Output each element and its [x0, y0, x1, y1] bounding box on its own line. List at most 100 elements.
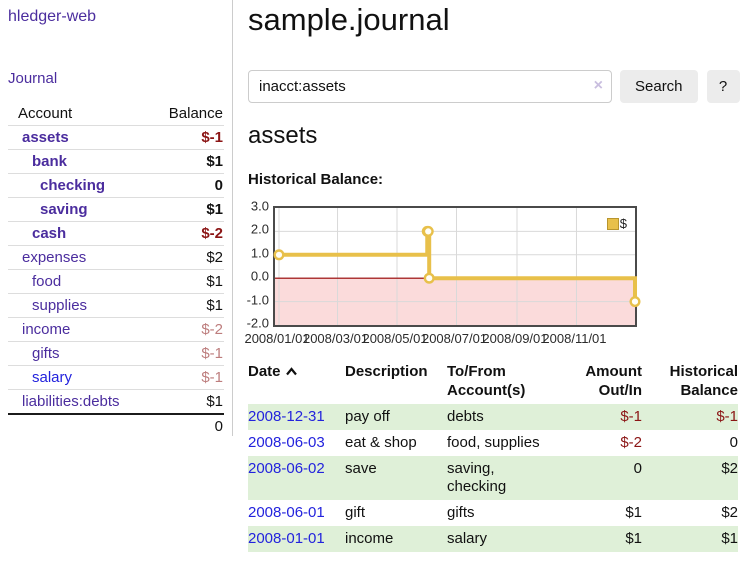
chart-plot-area: $	[273, 206, 641, 327]
account-balance: 0	[214, 177, 223, 194]
transaction-balance: $2	[721, 460, 738, 477]
chart-legend: $	[606, 216, 627, 231]
register-row: 2008-12-31 pay off debts $-1 $-1	[248, 404, 738, 430]
transaction-amount: $-2	[620, 434, 642, 451]
column-header-tofrom: To/From Account(s)	[447, 363, 526, 399]
account-link[interactable]: liabilities:debts	[22, 393, 120, 410]
transaction-description: gift	[345, 504, 366, 521]
account-balance: $-1	[201, 345, 223, 362]
account-balance: $1	[206, 153, 223, 170]
account-row-salary: salary $-1	[8, 365, 224, 389]
account-link[interactable]: bank	[32, 153, 68, 170]
accounts-table: Account Balance assets $-1 bank $1 check…	[8, 102, 224, 438]
main-content: sample.journal × Search ? assets Histori…	[244, 0, 742, 582]
x-tick-label: 2008/11/01	[542, 331, 607, 346]
chart-x-axis: 2008/01/01 2008/03/01 2008/05/01 2008/07/01…	[244, 331, 637, 347]
transaction-description: income	[345, 530, 394, 547]
clear-search-icon[interactable]: ×	[593, 77, 603, 94]
x-tick-label: 2008/07/01	[421, 331, 488, 346]
page-title: sample.journal	[248, 2, 450, 37]
transaction-date-link[interactable]: 2008-06-01	[248, 504, 325, 521]
account-balance: $1	[206, 273, 223, 290]
chart-y-axis: 3.0 2.0 1.0 0.0 -1.0 -2.0	[246, 199, 269, 331]
account-balance: $-1	[201, 369, 223, 386]
account-link[interactable]: expenses	[22, 249, 87, 266]
transaction-amount: $1	[625, 530, 642, 547]
accounts-total-value: 0	[214, 418, 223, 435]
account-link[interactable]: salary	[32, 369, 73, 386]
sidebar-item-journal[interactable]: Journal	[8, 70, 58, 87]
account-row-supplies: supplies $1	[8, 293, 224, 317]
column-header-balance: Historical Balance	[669, 363, 738, 399]
legend-label: $	[619, 216, 627, 231]
account-link[interactable]: cash	[32, 225, 67, 242]
sidebar: hledger-web Journal Account Balance asse…	[0, 0, 233, 436]
transaction-balance: 0	[729, 434, 738, 451]
y-tick-label: 1.0	[250, 245, 269, 261]
transaction-date-link[interactable]: 2008-01-01	[248, 530, 325, 547]
account-link[interactable]: supplies	[32, 297, 88, 314]
column-header-date[interactable]: Date	[248, 360, 345, 404]
transaction-accounts: gifts	[447, 504, 475, 521]
y-tick-label: 2.0	[250, 221, 269, 237]
account-row-liabilities-debts: liabilities:debts $1	[8, 389, 224, 413]
transaction-accounts: saving, checking	[447, 460, 507, 495]
transaction-date-link[interactable]: 2008-06-03	[248, 434, 325, 451]
account-row-expenses: expenses $2	[8, 245, 224, 269]
register-header-row: Date Description To/From Account(s) Amou…	[248, 360, 738, 404]
account-row-income: income $-2	[8, 317, 224, 341]
transaction-amount: $-1	[620, 408, 642, 425]
transaction-date-link[interactable]: 2008-06-02	[248, 460, 325, 477]
column-header-amount: Amount Out/In	[585, 363, 642, 399]
transaction-description: eat & shop	[345, 434, 417, 451]
account-balance: $1	[206, 393, 223, 410]
transaction-amount: 0	[633, 460, 642, 477]
search-form: × Search ?	[248, 70, 740, 103]
help-button[interactable]: ?	[706, 70, 740, 103]
brand-link[interactable]: hledger-web	[8, 8, 97, 25]
x-tick-label: 2008/09/01	[482, 331, 548, 346]
transaction-amount: $1	[625, 504, 642, 521]
account-link[interactable]: assets	[22, 129, 69, 146]
account-balance: $1	[206, 201, 223, 218]
date-header-label: Date	[248, 363, 281, 380]
account-link[interactable]: checking	[40, 177, 106, 194]
account-balance: $-2	[201, 225, 223, 242]
register-row: 2008-01-01 income salary $1 $1	[248, 526, 738, 552]
y-tick-label: 0.0	[250, 268, 269, 284]
account-row-food: food $1	[8, 269, 224, 293]
account-link[interactable]: saving	[40, 201, 88, 218]
transaction-description: pay off	[345, 408, 390, 425]
transaction-accounts: debts	[447, 408, 484, 425]
account-row-cash: cash $-2	[8, 221, 224, 245]
y-tick-label: 3.0	[250, 198, 269, 214]
transaction-date-link[interactable]: 2008-12-31	[248, 408, 325, 425]
register-table: Date Description To/From Account(s) Amou…	[248, 360, 738, 552]
search-input[interactable]	[248, 70, 612, 103]
transaction-balance: $1	[721, 530, 738, 547]
sort-ascending-icon	[285, 367, 297, 376]
search-box: ×	[248, 70, 612, 103]
transaction-accounts: salary	[447, 530, 488, 547]
account-link[interactable]: gifts	[32, 345, 60, 362]
y-tick-label: -2.0	[246, 315, 269, 331]
x-tick-label: 2008/03/01	[302, 331, 369, 346]
account-row-bank: bank $1	[8, 149, 224, 173]
account-balance: $-1	[201, 129, 223, 146]
search-button[interactable]: Search	[620, 70, 698, 103]
account-row-gifts: gifts $-1	[8, 341, 224, 365]
account-row-assets: assets $-1	[8, 125, 224, 149]
x-tick-label: 2008/01/01	[244, 331, 310, 346]
register-row: 2008-06-03 eat & shop food, supplies $-2…	[248, 430, 738, 456]
y-tick-label: -1.0	[246, 292, 269, 308]
account-heading: assets	[248, 122, 318, 149]
account-link[interactable]: income	[22, 321, 71, 338]
balance-column-header: Balance	[168, 105, 223, 122]
x-tick-label: 2008/05/01	[362, 331, 428, 346]
register-row: 2008-06-01 gift gifts $1 $2	[248, 500, 738, 526]
transaction-balance: $-1	[716, 408, 738, 425]
account-column-header: Account	[18, 105, 73, 122]
register-row: 2008-06-02 save saving, checking 0 $2	[248, 456, 738, 500]
account-link[interactable]: food	[32, 273, 62, 290]
